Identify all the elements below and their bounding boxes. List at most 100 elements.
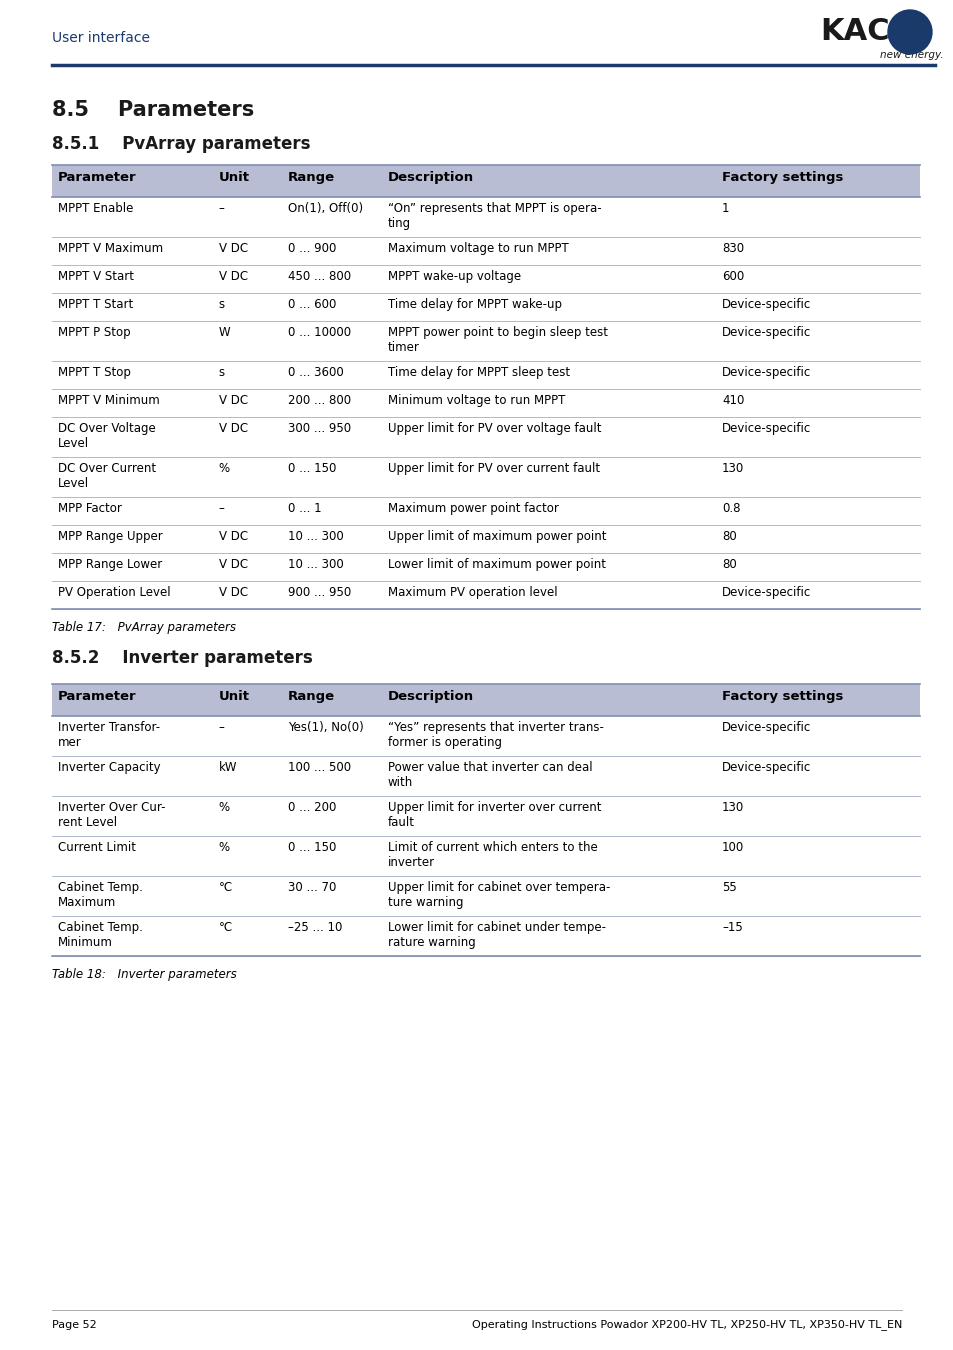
Text: kW: kW xyxy=(218,761,237,774)
Text: Upper limit for PV over current fault: Upper limit for PV over current fault xyxy=(388,462,599,475)
Text: 300 ... 950: 300 ... 950 xyxy=(288,423,351,435)
Text: On(1), Off(0): On(1), Off(0) xyxy=(288,202,363,215)
Bar xyxy=(52,525,919,553)
Text: MPPT P Stop: MPPT P Stop xyxy=(58,325,131,339)
Text: V DC: V DC xyxy=(218,394,248,406)
Text: PV Operation Level: PV Operation Level xyxy=(58,586,171,599)
Text: 830: 830 xyxy=(721,242,743,255)
Text: MPPT power point to begin sleep test
timer: MPPT power point to begin sleep test tim… xyxy=(388,325,607,354)
Text: –: – xyxy=(218,502,224,514)
Text: DC Over Current
Level: DC Over Current Level xyxy=(58,462,156,490)
Bar xyxy=(52,293,919,321)
Text: Description: Description xyxy=(388,690,474,703)
Text: Device-specific: Device-specific xyxy=(721,366,810,379)
Text: Time delay for MPPT wake-up: Time delay for MPPT wake-up xyxy=(388,298,561,311)
Text: Power value that inverter can deal
with: Power value that inverter can deal with xyxy=(388,761,592,788)
Bar xyxy=(52,321,919,360)
Text: °C: °C xyxy=(218,921,233,934)
Text: 0 ... 1: 0 ... 1 xyxy=(288,502,321,514)
Bar xyxy=(52,716,919,756)
Text: 8.5.1    PvArray parameters: 8.5.1 PvArray parameters xyxy=(52,135,310,153)
Text: 1: 1 xyxy=(721,202,729,215)
Text: W: W xyxy=(218,325,230,339)
Text: Factory settings: Factory settings xyxy=(721,171,842,184)
Text: 100: 100 xyxy=(721,841,743,855)
Text: Maximum PV operation level: Maximum PV operation level xyxy=(388,586,557,599)
Text: MPPT V Maximum: MPPT V Maximum xyxy=(58,242,163,255)
Text: 80: 80 xyxy=(721,558,736,571)
Bar xyxy=(52,497,919,525)
Text: 8.5.2    Inverter parameters: 8.5.2 Inverter parameters xyxy=(52,649,313,667)
Text: Table 18: Inverter parameters: Table 18: Inverter parameters xyxy=(52,968,236,981)
Bar xyxy=(52,796,919,836)
Text: Cabinet Temp.
Minimum: Cabinet Temp. Minimum xyxy=(58,921,143,949)
Text: MPP Range Lower: MPP Range Lower xyxy=(58,558,162,571)
Text: Page 52: Page 52 xyxy=(52,1320,96,1330)
Text: 10 ... 300: 10 ... 300 xyxy=(288,531,343,543)
Text: User interface: User interface xyxy=(52,31,150,45)
Bar xyxy=(52,580,919,609)
Text: Device-specific: Device-specific xyxy=(721,586,810,599)
Text: V DC: V DC xyxy=(218,531,248,543)
Text: Parameter: Parameter xyxy=(58,171,136,184)
Bar xyxy=(52,836,919,876)
Text: Inverter Capacity: Inverter Capacity xyxy=(58,761,160,774)
Bar xyxy=(52,197,919,238)
Text: –: – xyxy=(218,202,224,215)
Text: KACO: KACO xyxy=(820,18,915,46)
Text: 0 ... 600: 0 ... 600 xyxy=(288,298,336,311)
Text: –15: –15 xyxy=(721,921,742,934)
Text: Parameter: Parameter xyxy=(58,690,136,703)
Text: V DC: V DC xyxy=(218,558,248,571)
Bar xyxy=(52,417,919,458)
Text: Minimum voltage to run MPPT: Minimum voltage to run MPPT xyxy=(388,394,564,406)
Text: 0 ... 3600: 0 ... 3600 xyxy=(288,366,343,379)
Text: 30 ... 70: 30 ... 70 xyxy=(288,882,336,894)
Text: 10 ... 300: 10 ... 300 xyxy=(288,558,343,571)
Circle shape xyxy=(887,9,931,54)
Bar xyxy=(52,917,919,956)
Text: Operating Instructions Powador XP200-HV TL, XP250-HV TL, XP350-HV TL_EN: Operating Instructions Powador XP200-HV … xyxy=(471,1319,901,1331)
Text: s: s xyxy=(218,298,225,311)
Text: Range: Range xyxy=(288,690,335,703)
Text: Maximum power point factor: Maximum power point factor xyxy=(388,502,558,514)
Text: V DC: V DC xyxy=(218,423,248,435)
Text: Limit of current which enters to the
inverter: Limit of current which enters to the inv… xyxy=(388,841,597,869)
Text: new energy.: new energy. xyxy=(879,50,943,59)
Text: MPP Range Upper: MPP Range Upper xyxy=(58,531,163,543)
Text: °C: °C xyxy=(218,882,233,894)
Text: %: % xyxy=(218,462,230,475)
Bar xyxy=(52,389,919,417)
Text: Unit: Unit xyxy=(218,171,250,184)
Text: –25 ... 10: –25 ... 10 xyxy=(288,921,342,934)
Text: MPPT V Start: MPPT V Start xyxy=(58,270,133,284)
Text: Device-specific: Device-specific xyxy=(721,298,810,311)
Bar xyxy=(52,360,919,389)
Text: 200 ... 800: 200 ... 800 xyxy=(288,394,351,406)
Text: Upper limit for cabinet over tempera-
ture warning: Upper limit for cabinet over tempera- tu… xyxy=(388,882,610,909)
Bar xyxy=(52,238,919,265)
Text: Time delay for MPPT sleep test: Time delay for MPPT sleep test xyxy=(388,366,569,379)
Text: s: s xyxy=(218,366,225,379)
Bar xyxy=(52,876,919,917)
Bar xyxy=(52,265,919,293)
Bar xyxy=(52,165,919,197)
Text: %: % xyxy=(218,801,230,814)
Text: 130: 130 xyxy=(721,462,743,475)
Text: 0 ... 900: 0 ... 900 xyxy=(288,242,336,255)
Text: Inverter Transfor-
mer: Inverter Transfor- mer xyxy=(58,721,160,749)
Text: MPPT wake-up voltage: MPPT wake-up voltage xyxy=(388,270,520,284)
Text: 450 ... 800: 450 ... 800 xyxy=(288,270,351,284)
Text: Cabinet Temp.
Maximum: Cabinet Temp. Maximum xyxy=(58,882,143,909)
Bar xyxy=(52,684,919,716)
Text: Upper limit for inverter over current
fault: Upper limit for inverter over current fa… xyxy=(388,801,600,829)
Text: Upper limit for PV over voltage fault: Upper limit for PV over voltage fault xyxy=(388,423,600,435)
Text: Device-specific: Device-specific xyxy=(721,761,810,774)
Text: “Yes” represents that inverter trans-
former is operating: “Yes” represents that inverter trans- fo… xyxy=(388,721,603,749)
Text: Lower limit for cabinet under tempe-
rature warning: Lower limit for cabinet under tempe- rat… xyxy=(388,921,605,949)
Text: 8.5    Parameters: 8.5 Parameters xyxy=(52,100,254,120)
Text: Table 17: PvArray parameters: Table 17: PvArray parameters xyxy=(52,621,235,634)
Text: 130: 130 xyxy=(721,801,743,814)
Text: MPP Factor: MPP Factor xyxy=(58,502,122,514)
Text: Range: Range xyxy=(288,171,335,184)
